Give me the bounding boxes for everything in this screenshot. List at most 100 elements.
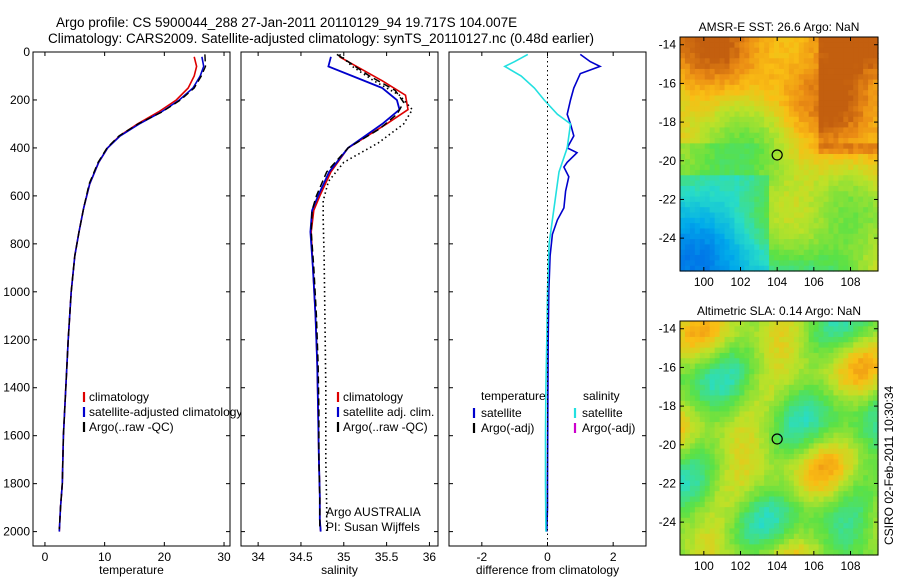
sst_map-cell <box>788 68 795 75</box>
sst_map-cell <box>699 260 706 267</box>
sla_map-cell <box>853 363 859 370</box>
sst_map-cell <box>704 207 711 214</box>
sst_map-cell <box>863 169 869 176</box>
sla_map-cell <box>779 336 785 343</box>
sla_map-cell <box>739 331 745 338</box>
sst_map-cell <box>734 255 740 261</box>
sla_map-cell <box>793 374 800 381</box>
sst_map-cell <box>863 223 869 230</box>
sla_map-cell <box>863 544 869 551</box>
sst_map-cell <box>764 228 770 235</box>
sst_map-cell <box>680 191 686 198</box>
sst_map-cell <box>689 106 696 113</box>
sla_map-cell <box>863 501 869 508</box>
sla_map-cell <box>704 528 711 535</box>
sla_map-cell <box>813 523 820 530</box>
sst_map-cell <box>873 143 879 150</box>
sst_map-cell <box>808 249 815 256</box>
sla_map-cell <box>868 528 874 535</box>
sla_map-cell <box>689 358 696 365</box>
sst_map-cell <box>788 196 795 203</box>
sla_map-cell <box>808 342 815 349</box>
sla_map-cell <box>813 416 820 423</box>
sla_map-cell <box>868 459 874 466</box>
sst_map-cell <box>788 116 795 123</box>
sst_map-cell <box>868 42 874 49</box>
sst_map-cell <box>680 127 686 134</box>
sla_map-cell <box>838 501 844 508</box>
sla_map-cell <box>739 459 745 466</box>
sla_map-cell <box>788 326 795 333</box>
sla_map-cell <box>858 342 864 349</box>
sla_map-cell <box>769 480 775 487</box>
sst_map-cell <box>694 95 701 102</box>
sla_map-cell <box>853 411 859 418</box>
sla_map-cell <box>689 533 696 540</box>
sla_map-cell <box>749 352 755 359</box>
sla_map-cell <box>828 491 835 498</box>
sst_map-cell <box>803 143 810 150</box>
sla_map-cell <box>694 533 701 540</box>
salinity-legend-item: Argo(..raw -QC) <box>343 420 428 434</box>
sst_map-cell <box>868 111 874 118</box>
sst_map-cell <box>798 212 805 219</box>
sla_map-cell <box>853 517 859 524</box>
sla_map-cell <box>734 544 740 551</box>
sst_map-cell <box>848 100 854 107</box>
sla_map-cell <box>774 400 780 407</box>
sst_map-cell <box>858 74 864 81</box>
sst_map-cell <box>873 132 879 139</box>
sst_map-cell <box>699 265 706 272</box>
sla_map-cell <box>734 395 740 402</box>
sst_map-cell <box>684 180 691 187</box>
sla_map-cell <box>848 448 854 455</box>
sla_map-cell <box>838 352 844 359</box>
sla_map-cell <box>808 453 815 460</box>
sst_map-cell <box>694 122 701 129</box>
sst_map-cell <box>803 223 810 230</box>
sst_map-cell <box>813 47 820 54</box>
sla_map-cell <box>680 368 686 375</box>
sst_map-cell <box>858 95 864 102</box>
sst_map-cell <box>843 201 849 208</box>
sst_map-cell <box>729 148 736 155</box>
sst_map-cell <box>734 111 740 118</box>
sla_map-cell <box>724 459 731 466</box>
sla_map-cell <box>684 464 691 471</box>
sla_map-cell <box>709 368 716 375</box>
sst_map-cell <box>769 52 775 59</box>
sla_map-cell <box>694 363 701 370</box>
sst_map-cell <box>823 196 830 203</box>
sst_map-cell <box>873 159 879 166</box>
sla_map-cell <box>868 448 874 455</box>
sst_map-cell <box>764 217 770 224</box>
sla_map-cell <box>689 384 696 391</box>
salinity-legend-item: satellite adj. clim. <box>343 405 434 419</box>
sst_map-cell <box>739 191 745 198</box>
sst_map-cell <box>704 148 711 155</box>
sla_map-cell <box>694 539 701 545</box>
sla_map-cell <box>754 390 760 397</box>
sst_map-cell <box>853 228 859 235</box>
sla_map-frame <box>679 320 879 556</box>
sst_map-cell <box>848 68 854 75</box>
sla_map-cell <box>729 368 736 375</box>
sst_map-cell <box>779 37 785 43</box>
sla_map-cell <box>813 475 820 482</box>
sla_map-cell <box>783 342 790 349</box>
sst_map-cell <box>779 217 785 224</box>
sst_map-cell <box>873 265 879 272</box>
salinity-series-2 <box>310 53 405 530</box>
sla_map-cell <box>759 443 765 450</box>
sla_map-cell <box>709 459 716 466</box>
sst_map-cell <box>749 47 755 54</box>
sst_map-cell <box>853 196 859 203</box>
sla_map-cell <box>798 539 805 545</box>
sla_map-cell <box>684 539 691 545</box>
sst_map-cell <box>749 127 755 134</box>
sst_map-cell <box>680 164 686 171</box>
sst_map-cell <box>724 37 731 43</box>
sla_map-cell <box>788 485 795 492</box>
sst_map-cell <box>689 233 696 240</box>
sla_map-cell <box>694 374 701 381</box>
